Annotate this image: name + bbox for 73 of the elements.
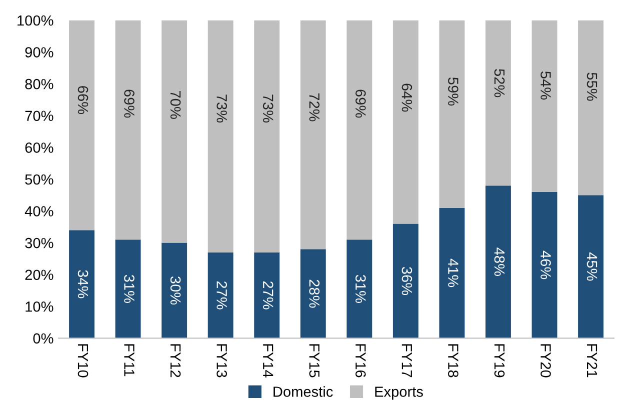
data-label: 52%: [494, 69, 505, 98]
bar: [254, 20, 280, 252]
x-tick-label: FY11: [124, 344, 134, 376]
bar: [532, 192, 558, 338]
bar: [208, 20, 234, 252]
bar: [439, 20, 465, 208]
bar: [115, 240, 141, 338]
data-label: 48%: [494, 248, 505, 276]
y-tick-label: 70%: [25, 110, 54, 122]
data-label: 66%: [78, 86, 88, 114]
data-label: 45%: [586, 252, 598, 281]
x-tick-label: FY17: [402, 344, 412, 378]
y-tick-label: 0%: [33, 333, 54, 344]
x-tick-label: FY14: [263, 344, 274, 378]
data-label: 30%: [170, 276, 181, 305]
x-tick-label: FY12: [170, 344, 181, 378]
data-label: 64%: [402, 84, 412, 112]
y-tick-label: 10%: [26, 301, 54, 312]
data-label: 69%: [355, 90, 366, 118]
y-tick-label: 20%: [25, 270, 54, 280]
legend-label: Exports: [375, 386, 423, 400]
data-label: 31%: [124, 274, 134, 303]
data-label: 31%: [355, 274, 366, 303]
x-tick-label: FY20: [540, 344, 551, 378]
bar: [439, 208, 465, 338]
bar: [162, 242, 188, 338]
y-tick-label: 60%: [25, 142, 54, 153]
bar: [115, 20, 141, 240]
bar: [392, 20, 418, 224]
legend-label: Domestic: [274, 386, 333, 397]
x-tick-label: FY15: [309, 344, 320, 378]
bar: [300, 20, 326, 250]
x-tick-label: FY13: [216, 344, 227, 378]
bar: [254, 252, 280, 338]
data-label: 46%: [540, 250, 551, 280]
bar: [346, 20, 372, 240]
bar: [208, 252, 234, 338]
bar: [486, 186, 511, 338]
data-label: 41%: [448, 258, 458, 288]
data-label: 28%: [309, 280, 320, 308]
data-label: 73%: [216, 94, 227, 123]
data-label: 59%: [448, 78, 458, 106]
y-tick-label: 30%: [25, 238, 54, 248]
data-label: 70%: [170, 90, 181, 119]
x-tick-label: FY21: [587, 344, 598, 378]
y-tick-label: 50%: [25, 174, 54, 185]
data-label: 36%: [402, 266, 412, 296]
data-label: 34%: [78, 270, 88, 298]
data-label: 27%: [216, 281, 227, 310]
y-tick-label: 100%: [18, 15, 54, 26]
data-label: 54%: [540, 71, 551, 100]
bar: [346, 240, 372, 338]
x-tick-label: FY16: [355, 344, 366, 378]
data-label: 73%: [262, 94, 274, 123]
bar: [578, 195, 604, 338]
bar: [162, 20, 188, 243]
bar: [392, 224, 418, 338]
x-tick-label: FY19: [494, 344, 505, 378]
y-tick-label: 40%: [24, 206, 54, 216]
data-label: 55%: [586, 72, 598, 101]
bar: [69, 20, 94, 230]
bar: [300, 249, 326, 338]
x-tick-label: FY10: [78, 344, 88, 378]
x-tick-label: FY18: [448, 344, 458, 378]
data-label: 69%: [124, 90, 134, 118]
bar: [69, 230, 94, 338]
y-tick-label: 80%: [25, 78, 54, 90]
y-tick-label: 90%: [25, 47, 54, 58]
bar: [486, 20, 511, 186]
data-label: 27%: [262, 281, 274, 310]
bar: [578, 20, 604, 196]
bar: [532, 20, 558, 192]
data-label: 72%: [309, 93, 320, 122]
